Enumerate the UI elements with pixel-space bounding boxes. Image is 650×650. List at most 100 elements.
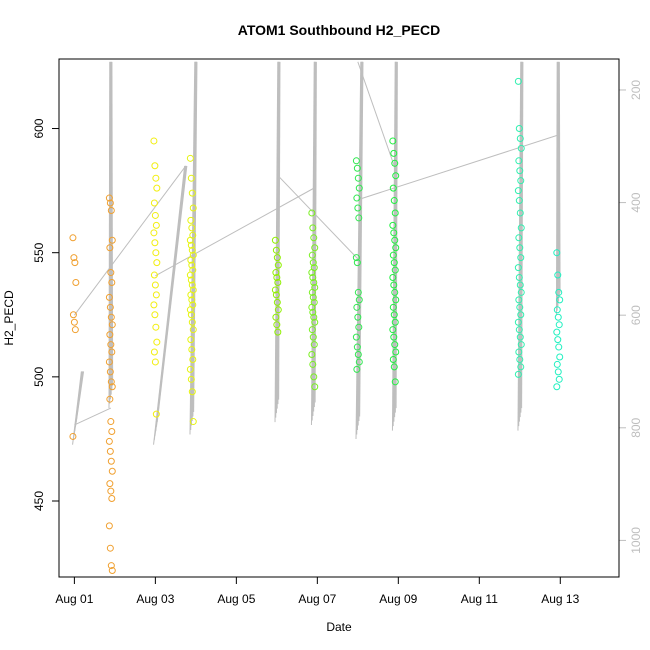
data-point [390, 197, 398, 205]
data-point [151, 358, 159, 366]
data-point [389, 326, 397, 334]
data-point [310, 234, 318, 242]
data-point [187, 375, 195, 383]
data-point [309, 224, 317, 232]
data-point [309, 360, 317, 368]
data-point [389, 137, 397, 145]
data-point [515, 197, 523, 205]
data-point [71, 259, 79, 267]
data-point [106, 368, 114, 376]
data-point [555, 375, 563, 383]
data-point [107, 341, 115, 349]
data-point [72, 278, 80, 286]
connector-line [74, 407, 112, 426]
data-point [390, 281, 398, 289]
data-point [516, 303, 524, 311]
data-point [309, 293, 317, 301]
data-point [554, 271, 562, 279]
data-point [353, 365, 361, 373]
data-point [311, 318, 319, 326]
data-point [150, 271, 158, 279]
data-point [153, 184, 161, 192]
data-point [353, 194, 361, 202]
data-point [186, 271, 194, 279]
data-point [554, 368, 562, 376]
data-point [392, 244, 400, 252]
y-tick-label: 550 [32, 242, 46, 262]
data-point [553, 360, 561, 368]
data-point [107, 378, 115, 386]
data-point [274, 328, 282, 336]
data-point [186, 365, 194, 373]
x-tick-label: Aug 03 [136, 592, 174, 606]
data-point [150, 137, 158, 145]
profile-line [395, 61, 398, 409]
data-point [517, 224, 525, 232]
data-point [106, 395, 114, 403]
data-point [188, 224, 196, 232]
data-point [392, 296, 400, 304]
data-point [390, 363, 398, 371]
data-point [355, 358, 363, 366]
data-point [188, 261, 196, 269]
data-point [106, 447, 114, 455]
data-point [187, 216, 195, 224]
data-point [516, 355, 524, 363]
data-point [553, 306, 561, 314]
data-point [516, 167, 524, 175]
profile-line [314, 61, 317, 403]
data-point [311, 383, 319, 391]
data-point [107, 418, 115, 426]
data-point [516, 244, 524, 252]
profile-line [156, 165, 188, 423]
data-point [151, 211, 159, 219]
data-point [517, 177, 525, 185]
secondary-tick-label: 600 [629, 305, 643, 325]
data-point [390, 149, 398, 157]
data-point [355, 296, 363, 304]
data-point [189, 204, 197, 212]
data-point [392, 348, 400, 356]
data-point [515, 234, 523, 242]
data-point [107, 269, 115, 277]
data-point [187, 256, 195, 264]
data-point [188, 346, 196, 354]
data-point [106, 480, 114, 488]
data-point [106, 331, 114, 339]
connector-line [73, 165, 187, 316]
data-point [515, 125, 523, 133]
data-point [389, 184, 397, 192]
x-tick-label: Aug 13 [541, 592, 579, 606]
chart-title: ATOM1 Southbound H2_PECD [238, 22, 440, 38]
data-point [108, 467, 116, 475]
secondary-tick-label: 200 [629, 80, 643, 100]
data-point [189, 326, 197, 334]
data-point [353, 164, 361, 172]
data-point [308, 303, 316, 311]
data-point [188, 189, 196, 197]
data-point [354, 174, 362, 182]
plot-frame [58, 58, 620, 578]
profile-line [111, 61, 114, 386]
data-point [106, 244, 114, 252]
data-point [352, 333, 360, 341]
data-points [69, 77, 564, 575]
data-point [517, 363, 525, 371]
data-point [514, 187, 522, 195]
data-point [105, 437, 113, 445]
data-point [108, 567, 116, 575]
data-point [152, 291, 160, 299]
data-point [188, 246, 196, 254]
data-point [105, 293, 113, 301]
data-point [152, 323, 160, 331]
data-point [389, 274, 397, 282]
data-point [186, 306, 194, 314]
data-point [108, 348, 116, 356]
data-point [355, 214, 363, 222]
data-point [308, 251, 316, 259]
data-point [514, 370, 522, 378]
data-point [392, 172, 400, 180]
data-point [555, 343, 563, 351]
data-point [187, 291, 195, 299]
